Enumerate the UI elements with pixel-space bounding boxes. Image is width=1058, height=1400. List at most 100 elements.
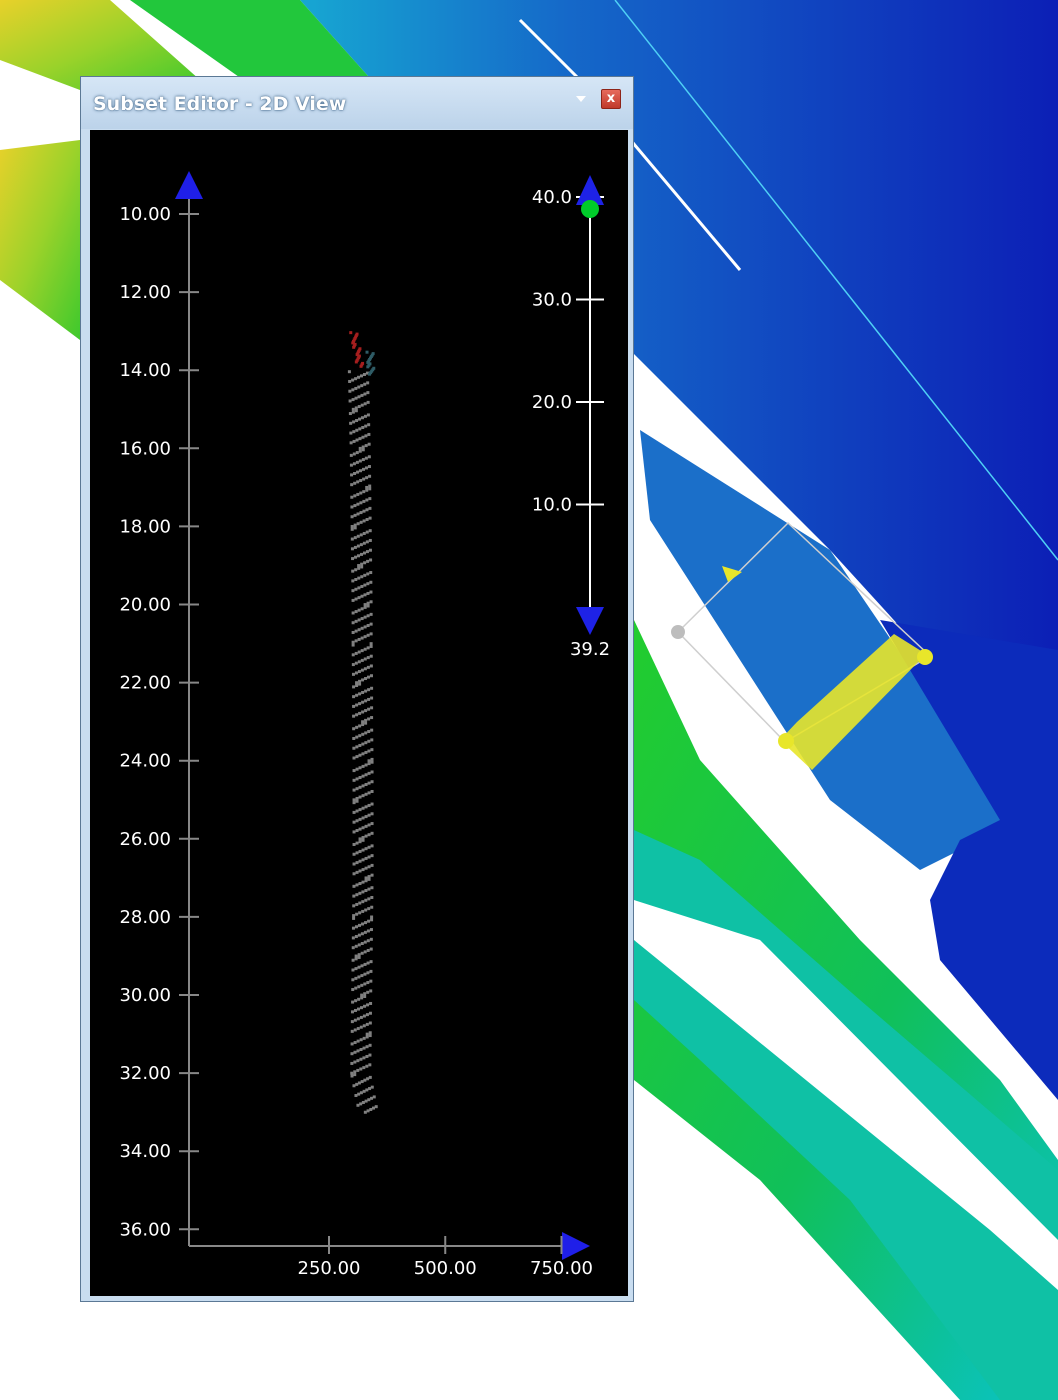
sounding-point <box>359 1047 363 1051</box>
y-tick-label: 12.00 <box>119 282 171 303</box>
sounding-point <box>369 600 373 604</box>
sounding-point <box>350 527 354 531</box>
sounding-point <box>361 690 365 694</box>
sounding-point <box>355 451 359 455</box>
sounding-point <box>370 789 374 793</box>
close-button[interactable]: x <box>601 89 621 109</box>
sounding-point <box>368 1053 372 1057</box>
sounding-point <box>352 914 356 918</box>
sounding-point <box>367 907 371 911</box>
sounding-point <box>368 529 372 533</box>
sounding-point <box>366 1077 370 1081</box>
sounding-point <box>357 997 361 1001</box>
sounding-point <box>361 732 365 736</box>
sounding-point <box>351 946 355 950</box>
mid-swath <box>640 430 1000 870</box>
x-tick-label: 500.00 <box>414 1258 477 1279</box>
sounding-point <box>362 519 366 523</box>
sounding-point <box>359 491 363 495</box>
selection-handle[interactable] <box>671 625 685 639</box>
sounding-point <box>364 834 368 838</box>
selection-band[interactable] <box>780 634 926 770</box>
sounding-point <box>364 434 368 438</box>
sounding-point <box>367 759 371 763</box>
sounding-point <box>364 815 368 819</box>
sounding-point <box>355 438 359 442</box>
sounding-point <box>367 833 371 837</box>
sounding-point <box>369 979 373 983</box>
sounding-point <box>358 711 362 715</box>
sounding-point <box>362 509 366 513</box>
y-axis-arrow-icon[interactable] <box>175 171 203 199</box>
sounding-point <box>352 695 356 699</box>
sounding-point <box>359 511 363 515</box>
direction-marker[interactable] <box>722 566 742 582</box>
2d-view-canvas[interactable]: 10.00 12.00 14.00 16.00 18.00 20.00 22.00 24.00… <box>90 130 628 1296</box>
sounding-point <box>365 1022 369 1026</box>
sounding-point <box>360 617 364 621</box>
sounding-point <box>352 769 356 773</box>
x-axis-arrow-icon[interactable] <box>562 1232 590 1260</box>
sounding-point <box>368 1075 372 1079</box>
sounding-point <box>367 877 371 881</box>
sounding-point <box>369 674 373 678</box>
sounding-point <box>352 736 356 740</box>
sounding-point <box>350 1029 354 1033</box>
sounding-point <box>361 720 365 724</box>
sounding-point <box>358 449 362 453</box>
sounding-point <box>367 919 371 923</box>
sounding-point <box>353 504 357 508</box>
color-scale-tick-label: 20.0 <box>532 392 572 413</box>
sounding-point <box>356 534 360 538</box>
sounding-point <box>368 538 372 542</box>
max-marker-icon[interactable] <box>576 175 604 205</box>
sounding-point <box>354 629 358 633</box>
sounding-point <box>363 667 367 671</box>
sounding-point <box>370 770 374 774</box>
sounding-point <box>362 1056 366 1060</box>
sounding-point <box>364 1099 368 1103</box>
sounding-point <box>350 1074 354 1078</box>
sounding-point <box>363 635 367 639</box>
sounding-point <box>367 887 371 891</box>
sounding-point <box>363 657 367 661</box>
sounding-point <box>363 382 367 386</box>
sounding-point <box>362 1024 366 1028</box>
sounding-point <box>364 677 368 681</box>
sounding-point <box>369 590 373 594</box>
sounding-point <box>362 1014 366 1018</box>
sounding-point <box>363 402 367 406</box>
selection-handle[interactable] <box>917 649 933 665</box>
sounding-point <box>368 1063 372 1067</box>
sounding-point <box>353 1028 357 1032</box>
sounding-point <box>355 713 359 717</box>
sounding-point <box>361 816 365 820</box>
y-tick-label: 26.00 <box>119 829 171 850</box>
max-handle[interactable] <box>581 200 599 218</box>
subset-editor-window[interactable]: Subset Editor - 2D View x 10.00 12.00 14.0… <box>80 76 634 1302</box>
window-titlebar[interactable]: Subset Editor - 2D View x <box>81 77 633 129</box>
sounding-point <box>364 921 368 925</box>
sounding-point <box>367 813 371 817</box>
sounding-point <box>358 795 362 799</box>
sounding-point <box>361 909 365 913</box>
min-marker-icon[interactable] <box>576 607 604 635</box>
selection-handle[interactable] <box>778 733 794 749</box>
sounding-point <box>365 498 369 502</box>
sounding-point <box>357 554 361 558</box>
sounding-point <box>364 689 368 693</box>
sounding-point <box>359 533 363 537</box>
sounding-point <box>347 370 351 374</box>
sounding-point <box>364 889 368 893</box>
color-scale-tick-label: 40.0 <box>532 187 572 208</box>
sounding-point <box>350 515 354 519</box>
sounding-point <box>355 787 359 791</box>
chevron-down-icon[interactable] <box>573 91 589 107</box>
sounding-point <box>351 378 355 382</box>
color-scale[interactable]: 40.0 30.0 20.0 10.0 39.2 <box>532 175 610 660</box>
sounding-point <box>353 472 357 476</box>
sounding-point <box>359 478 363 482</box>
sounding-point <box>352 884 356 888</box>
sounding-point <box>353 494 357 498</box>
sounding-point <box>354 967 358 971</box>
